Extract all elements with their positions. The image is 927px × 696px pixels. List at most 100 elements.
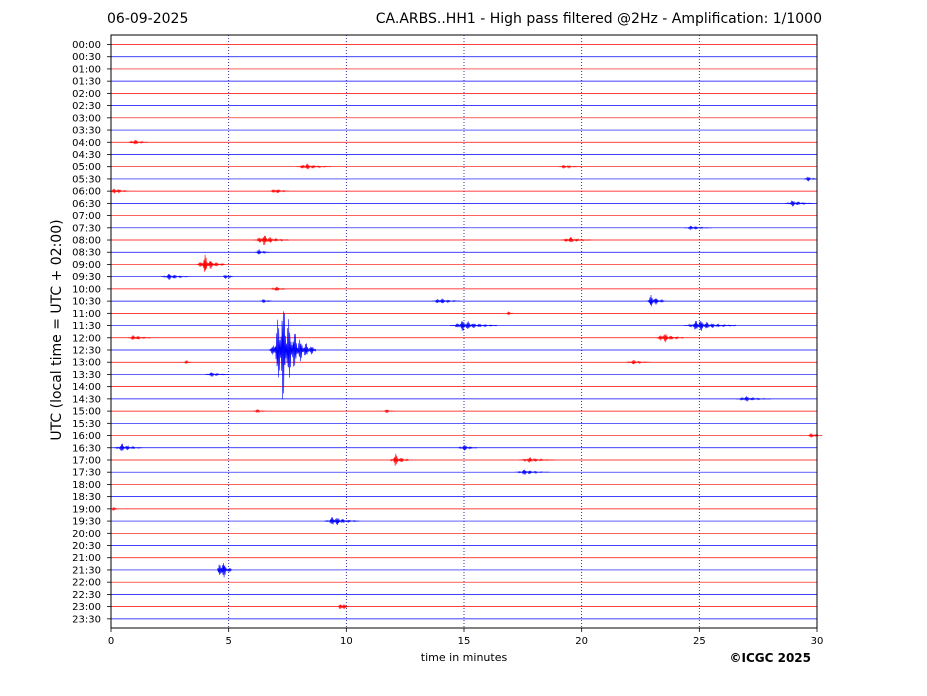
event-waveform xyxy=(127,335,152,341)
y-tick-label: 05:30 xyxy=(72,174,101,185)
event-waveform xyxy=(626,360,650,365)
y-tick-label: 08:00 xyxy=(72,236,101,247)
event-waveform xyxy=(735,396,772,402)
event-waveform xyxy=(205,372,229,377)
x-tick-label: 25 xyxy=(693,636,706,647)
event-waveform xyxy=(128,139,148,145)
y-tick-label: 13:30 xyxy=(72,370,101,381)
y-tick-label: 00:00 xyxy=(72,40,101,51)
event-waveform xyxy=(683,225,713,231)
event-waveform xyxy=(389,453,410,466)
x-tick-label: 15 xyxy=(458,636,471,647)
y-tick-label: 15:30 xyxy=(72,419,101,430)
event-waveform xyxy=(803,176,816,182)
y-tick-label: 18:30 xyxy=(72,492,101,503)
y-tick-label: 22:00 xyxy=(72,578,101,589)
event-waveform xyxy=(184,360,192,364)
y-tick-label: 06:30 xyxy=(72,199,101,210)
seismic-events xyxy=(110,139,823,610)
x-tick-labels: 0 5 10 15 20 25 30 xyxy=(108,628,824,647)
y-tick-label: 20:00 xyxy=(72,529,101,540)
y-tick-label: 18:00 xyxy=(72,480,101,491)
y-tick-label: 21:00 xyxy=(72,553,101,564)
vertical-grid xyxy=(228,35,700,628)
y-tick-label: 08:30 xyxy=(72,248,101,259)
y-tick-label: 11:00 xyxy=(72,309,101,320)
event-waveform xyxy=(808,433,823,438)
copyright-label: ©ICGC 2025 xyxy=(729,651,811,665)
event-waveform xyxy=(506,311,514,316)
event-waveform xyxy=(449,320,498,331)
event-waveform xyxy=(271,286,286,292)
event-waveform xyxy=(196,254,226,272)
y-tick-label: 03:30 xyxy=(72,126,101,137)
y-tick-label: 07:00 xyxy=(72,211,101,222)
y-tick-label: 06:00 xyxy=(72,187,101,198)
event-waveform xyxy=(785,200,814,207)
y-tick-label: 09:30 xyxy=(72,272,101,283)
y-tick-label: 11:30 xyxy=(72,321,101,332)
event-waveform xyxy=(268,311,316,400)
y-tick-label: 13:00 xyxy=(72,358,101,369)
y-tick-label: 01:00 xyxy=(72,64,101,75)
y-tick-label: 16:30 xyxy=(72,443,101,454)
y-tick-label: 17:30 xyxy=(72,468,101,479)
event-waveform xyxy=(253,235,289,246)
y-tick-label: 02:00 xyxy=(72,89,101,100)
y-tick-label: 20:30 xyxy=(72,541,101,552)
x-tick-label: 10 xyxy=(340,636,353,647)
y-tick-label: 21:30 xyxy=(72,565,101,576)
event-waveform xyxy=(270,189,289,194)
y-tick-label: 03:00 xyxy=(72,113,101,124)
event-waveform xyxy=(519,457,555,463)
event-waveform xyxy=(646,294,666,307)
x-tick-label: 0 xyxy=(108,636,114,647)
y-tick-label: 15:00 xyxy=(72,407,101,418)
x-axis-label: time in minutes xyxy=(420,651,508,664)
event-waveform xyxy=(432,298,461,304)
y-tick-label: 12:30 xyxy=(72,346,101,357)
event-waveform xyxy=(655,334,684,343)
event-waveform xyxy=(161,273,190,281)
event-waveform xyxy=(338,603,349,610)
event-waveform xyxy=(560,237,592,243)
event-waveform xyxy=(110,188,129,194)
event-waveform xyxy=(383,409,394,414)
x-tick-label: 20 xyxy=(575,636,588,647)
y-tick-label: 05:00 xyxy=(72,162,101,173)
event-waveform xyxy=(324,517,360,526)
event-waveform xyxy=(514,469,550,475)
y-tick-label: 19:30 xyxy=(72,517,101,528)
y-tick-label: 01:30 xyxy=(72,77,101,88)
y-tick-label: 12:00 xyxy=(72,333,101,344)
y-tick-label: 10:00 xyxy=(72,284,101,295)
y-tick-label: 04:00 xyxy=(72,138,101,149)
y-tick-label: 07:30 xyxy=(72,223,101,234)
y-tick-label: 02:30 xyxy=(72,101,101,112)
event-waveform xyxy=(260,298,273,303)
y-tick-label: 09:00 xyxy=(72,260,101,271)
event-waveform xyxy=(223,275,233,279)
event-waveform xyxy=(111,507,119,512)
y-tick-label: 00:30 xyxy=(72,52,101,63)
y-tick-label: 17:00 xyxy=(72,455,101,466)
event-waveform xyxy=(255,249,270,255)
y-tick-label: 14:30 xyxy=(72,394,101,405)
header-date: 06-09-2025 xyxy=(107,11,189,27)
y-tick-label: 19:00 xyxy=(72,504,101,515)
event-waveform xyxy=(217,563,232,578)
event-waveform xyxy=(114,443,143,452)
header-title: CA.ARBS..HH1 - High pass filtered @2Hz -… xyxy=(375,11,822,27)
event-waveform xyxy=(683,320,736,331)
y-tick-label: 10:30 xyxy=(72,297,101,308)
trace-rows xyxy=(111,44,817,620)
x-tick-label: 30 xyxy=(811,636,824,647)
y-axis-label: UTC (local time = UTC + 02:00) xyxy=(49,219,65,441)
y-tick-label: 14:00 xyxy=(72,382,101,393)
event-waveform xyxy=(295,163,331,170)
y-tick-label: 16:00 xyxy=(72,431,101,442)
y-tick-label: 23:00 xyxy=(72,602,101,613)
x-tick-label: 5 xyxy=(225,636,231,647)
